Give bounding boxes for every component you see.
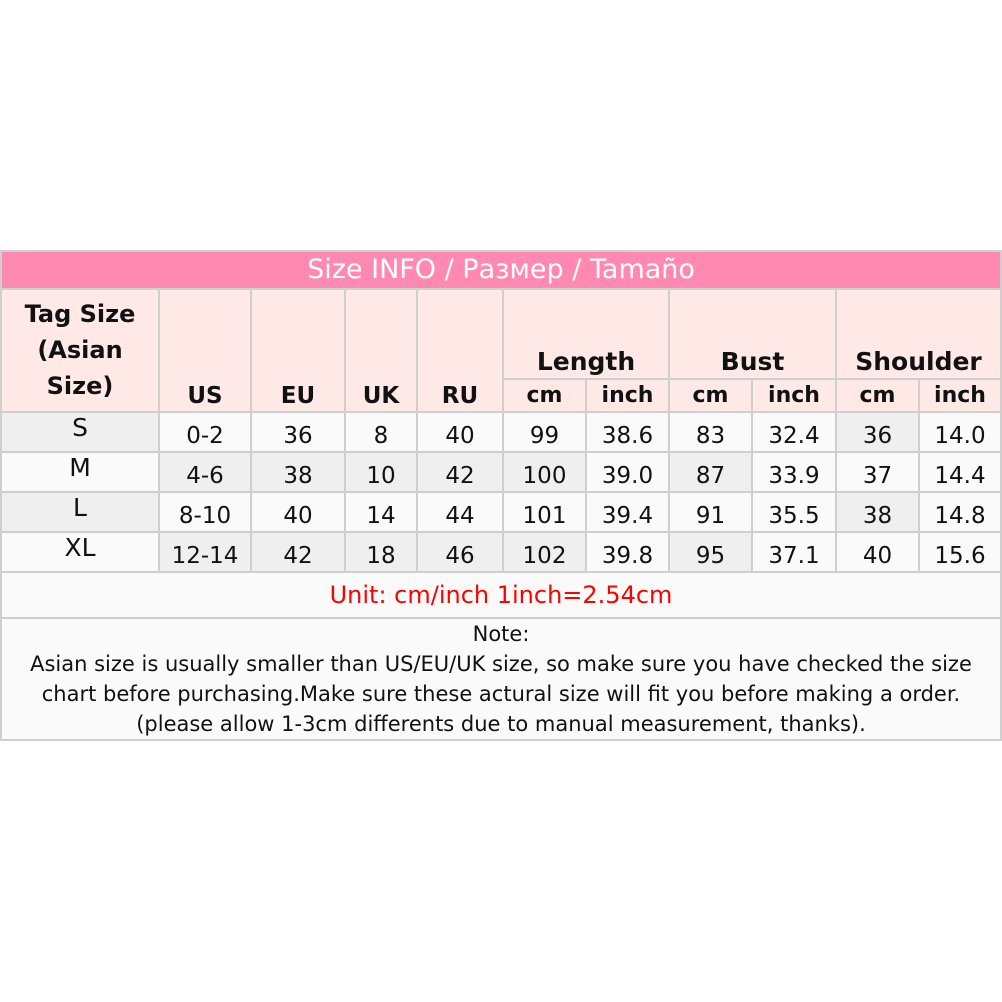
cell-uk: 18	[346, 533, 416, 571]
header-length-cm: cm	[504, 380, 585, 411]
cell-us: 8-10	[160, 493, 250, 531]
cell-size: S	[2, 413, 158, 451]
header-ru: RU	[418, 290, 502, 411]
cell-length-cm: 100	[504, 453, 585, 491]
cell-bust-cm: 83	[670, 413, 751, 451]
cell-shoulder-inch: 14.8	[920, 493, 1001, 531]
table-row: XL 12-14 42 18 46 102 39.8 95 37.1 40 15.6	[2, 533, 1001, 571]
header-us: US	[160, 290, 250, 411]
header-tag-size: Tag Size (Asian Size)	[2, 290, 158, 411]
cell-eu: 42	[252, 533, 344, 571]
cell-bust-inch: 33.9	[753, 453, 835, 491]
size-chart: Size INFO / Размер / Tamaño Tag Size (As…	[0, 250, 1002, 741]
cell-length-cm: 99	[504, 413, 585, 451]
header-bust-inch: inch	[753, 380, 835, 411]
chart-title: Size INFO / Размер / Tamaño	[2, 252, 1001, 288]
header-uk: UK	[346, 290, 416, 411]
cell-bust-inch: 32.4	[753, 413, 835, 451]
size-table: Size INFO / Размер / Tamaño Tag Size (As…	[0, 250, 1002, 741]
cell-size: L	[2, 493, 158, 531]
header-length-inch: inch	[587, 380, 668, 411]
cell-bust-inch: 37.1	[753, 533, 835, 571]
cell-ru: 42	[418, 453, 502, 491]
table-row: M 4-6 38 10 42 100 39.0 87 33.9 37 14.4	[2, 453, 1001, 491]
cell-bust-cm: 91	[670, 493, 751, 531]
cell-size: M	[2, 453, 158, 491]
cell-length-inch: 39.8	[587, 533, 668, 571]
header-length: Length	[504, 290, 668, 378]
cell-bust-cm: 95	[670, 533, 751, 571]
cell-eu: 36	[252, 413, 344, 451]
cell-uk: 10	[346, 453, 416, 491]
cell-eu: 38	[252, 453, 344, 491]
header-shoulder-cm: cm	[837, 380, 918, 411]
note: Note: Asian size is usually smaller than…	[2, 619, 1001, 739]
table-row: L 8-10 40 14 44 101 39.4 91 35.5 38 14.8	[2, 493, 1001, 531]
note-text: Asian size is usually smaller than US/EU…	[30, 652, 972, 736]
cell-shoulder-cm: 38	[837, 493, 918, 531]
cell-ru: 40	[418, 413, 502, 451]
unit-note: Unit: cm/inch 1inch=2.54cm	[2, 573, 1001, 617]
cell-length-cm: 101	[504, 493, 585, 531]
cell-length-inch: 39.4	[587, 493, 668, 531]
table-row: S 0-2 36 8 40 99 38.6 83 32.4 36 14.0	[2, 413, 1001, 451]
cell-shoulder-cm: 37	[837, 453, 918, 491]
cell-us: 12-14	[160, 533, 250, 571]
cell-length-inch: 38.6	[587, 413, 668, 451]
header-shoulder: Shoulder	[837, 290, 1001, 378]
cell-ru: 44	[418, 493, 502, 531]
cell-bust-cm: 87	[670, 453, 751, 491]
cell-us: 4-6	[160, 453, 250, 491]
cell-us: 0-2	[160, 413, 250, 451]
header-bust-cm: cm	[670, 380, 751, 411]
note-title: Note:	[472, 622, 530, 646]
cell-shoulder-inch: 14.4	[920, 453, 1001, 491]
header-shoulder-inch: inch	[920, 380, 1001, 411]
cell-uk: 8	[346, 413, 416, 451]
header-eu: EU	[252, 290, 344, 411]
cell-eu: 40	[252, 493, 344, 531]
cell-length-cm: 102	[504, 533, 585, 571]
cell-ru: 46	[418, 533, 502, 571]
header-bust: Bust	[670, 290, 835, 378]
cell-bust-inch: 35.5	[753, 493, 835, 531]
cell-shoulder-cm: 36	[837, 413, 918, 451]
cell-uk: 14	[346, 493, 416, 531]
cell-length-inch: 39.0	[587, 453, 668, 491]
cell-shoulder-inch: 15.6	[920, 533, 1001, 571]
cell-shoulder-cm: 40	[837, 533, 918, 571]
cell-size: XL	[2, 533, 158, 571]
cell-shoulder-inch: 14.0	[920, 413, 1001, 451]
